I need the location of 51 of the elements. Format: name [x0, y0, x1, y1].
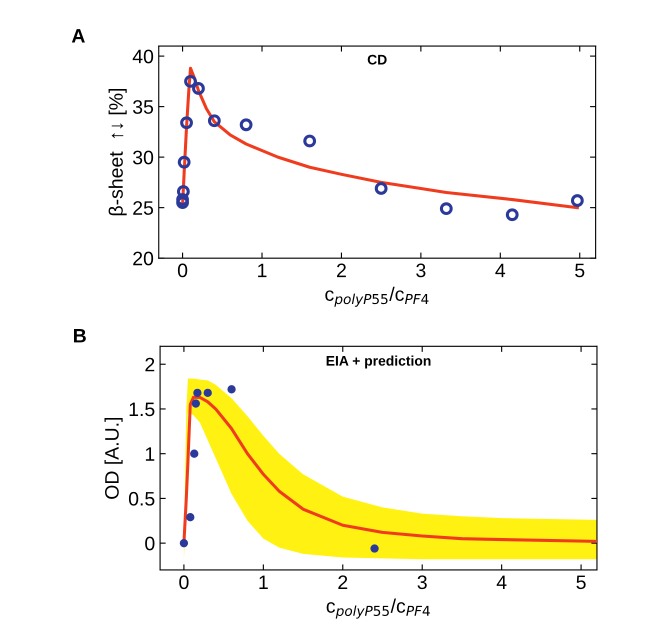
x-tick-label: 5 — [575, 264, 584, 278]
y-tick-label: 40 — [132, 50, 154, 64]
x-tick-label: 2 — [338, 575, 348, 589]
x-tick-label: 3 — [416, 264, 426, 278]
y-tick-label: 0.5 — [128, 492, 154, 506]
x-tick-label: 0 — [179, 575, 189, 590]
point — [570, 194, 584, 207]
point — [180, 116, 193, 130]
x-tick-label: 0 — [178, 264, 188, 278]
point — [374, 182, 388, 195]
x-tick-label: 5 — [576, 576, 586, 590]
point — [227, 385, 236, 394]
y-tick-label: 35 — [133, 100, 154, 114]
point — [180, 538, 188, 548]
x-tick-label: 1 — [258, 264, 266, 278]
point — [176, 196, 189, 209]
x-tick-label: 3 — [418, 575, 427, 590]
y-tick-label: 2 — [145, 358, 154, 372]
y-tick-label: 25 — [133, 201, 154, 215]
y-axis-title: β-sheet ↑↓ [%] — [108, 88, 127, 216]
point — [184, 74, 197, 88]
y-axis-title: OD [A.U.] — [104, 418, 123, 499]
point — [176, 185, 190, 198]
y-tick-label: 1.5 — [130, 402, 154, 416]
chart-title: CD — [368, 54, 387, 65]
y-tick-label: 20 — [133, 252, 154, 266]
y-tick-label: 0 — [145, 536, 154, 550]
y-tick-label: 1 — [146, 447, 154, 461]
point — [506, 208, 519, 222]
point — [440, 202, 453, 216]
point — [370, 544, 379, 553]
point — [208, 114, 221, 128]
point — [204, 388, 212, 398]
point — [240, 118, 253, 132]
point — [190, 450, 198, 458]
text: EIA + prediction — [326, 356, 430, 368]
point — [178, 156, 191, 169]
x-tick-label: 4 — [495, 264, 506, 278]
point — [303, 134, 316, 148]
point — [186, 513, 194, 522]
x-tick-label: 4 — [496, 576, 506, 589]
text: B — [74, 329, 86, 342]
point — [193, 388, 202, 398]
x-tick-label: 1 — [259, 576, 268, 589]
y-tick-label: 30 — [133, 150, 154, 164]
x-axis-title: c$_{polyP55}$/c$_{PF4}$ — [326, 598, 430, 619]
x-axis-title: c$_{polyP55}$/c$_{PF4}$ — [325, 286, 429, 307]
point — [192, 399, 200, 408]
x-tick-label: 2 — [337, 264, 346, 278]
point — [192, 82, 205, 95]
text: A — [72, 29, 85, 43]
